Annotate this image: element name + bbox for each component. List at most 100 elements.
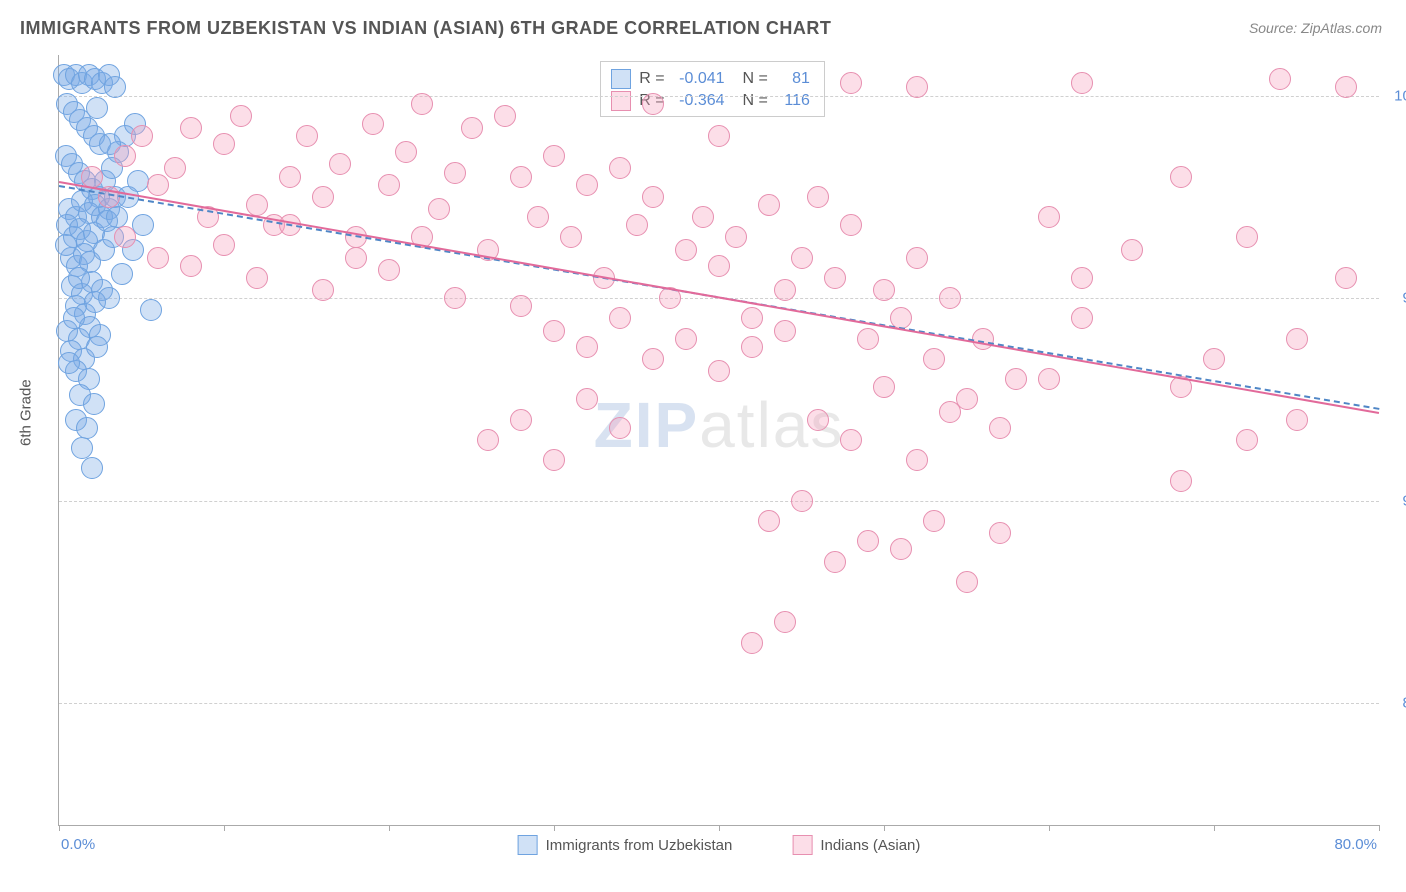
scatter-point <box>213 234 235 256</box>
y-tick-label: 85.0% <box>1402 695 1406 712</box>
x-tick <box>554 825 555 831</box>
y-tick-label: 100.0% <box>1394 87 1406 104</box>
scatter-point <box>840 214 862 236</box>
x-tick <box>1379 825 1380 831</box>
scatter-point <box>840 429 862 451</box>
scatter-point <box>725 226 747 248</box>
n-value: 116 <box>776 90 810 112</box>
scatter-point <box>362 113 384 135</box>
scatter-point <box>98 287 120 309</box>
scatter-point <box>312 186 334 208</box>
x-axis-max-label: 80.0% <box>1334 836 1377 853</box>
scatter-point <box>906 76 928 98</box>
scatter-point <box>708 125 730 147</box>
n-value: 81 <box>776 68 810 90</box>
legend-swatch <box>792 835 812 855</box>
gridline <box>59 96 1379 97</box>
gridline <box>59 703 1379 704</box>
scatter-point <box>63 307 85 329</box>
scatter-point <box>758 194 780 216</box>
scatter-point <box>58 352 80 374</box>
scatter-point <box>543 320 565 342</box>
scatter-point <box>246 267 268 289</box>
scatter-point <box>411 93 433 115</box>
scatter-point <box>609 417 631 439</box>
scatter-point <box>857 328 879 350</box>
scatter-point <box>824 551 846 573</box>
scatter-point <box>527 206 549 228</box>
scatter-point <box>140 299 162 321</box>
scatter-point <box>626 214 648 236</box>
correlation-legend: R =-0.041N =81R =-0.364N =116 <box>600 61 825 117</box>
scatter-point <box>180 255 202 277</box>
scatter-point <box>675 239 697 261</box>
scatter-point <box>71 437 93 459</box>
scatter-point <box>576 174 598 196</box>
scatter-point <box>147 174 169 196</box>
scatter-point <box>81 166 103 188</box>
scatter-point <box>1203 348 1225 370</box>
n-label: N = <box>743 68 768 90</box>
x-tick <box>224 825 225 831</box>
r-label: R = <box>639 68 664 90</box>
scatter-point <box>824 267 846 289</box>
x-tick <box>719 825 720 831</box>
scatter-point <box>510 409 532 431</box>
scatter-point <box>329 153 351 175</box>
scatter-point <box>114 145 136 167</box>
y-tick-label: 95.0% <box>1402 290 1406 307</box>
scatter-point <box>741 632 763 654</box>
scatter-point <box>395 141 417 163</box>
scatter-point <box>461 117 483 139</box>
scatter-point <box>279 166 301 188</box>
scatter-point <box>840 72 862 94</box>
scatter-point <box>708 360 730 382</box>
scatter-point <box>86 336 108 358</box>
scatter-point <box>609 307 631 329</box>
scatter-point <box>758 510 780 532</box>
scatter-point <box>68 267 90 289</box>
chart-title: IMMIGRANTS FROM UZBEKISTAN VS INDIAN (AS… <box>20 18 831 39</box>
legend-swatch <box>611 91 631 111</box>
y-axis-title: 6th Grade <box>18 379 35 446</box>
scatter-point <box>345 247 367 269</box>
scatter-point <box>1005 368 1027 390</box>
scatter-point <box>1038 368 1060 390</box>
legend-label: Indians (Asian) <box>820 837 920 854</box>
scatter-point <box>972 328 994 350</box>
scatter-point <box>230 105 252 127</box>
scatter-point <box>1269 68 1291 90</box>
scatter-point <box>576 336 598 358</box>
scatter-point <box>1236 429 1258 451</box>
x-tick <box>884 825 885 831</box>
scatter-point <box>774 611 796 633</box>
x-tick <box>1049 825 1050 831</box>
scatter-point <box>1286 409 1308 431</box>
scatter-point <box>444 287 466 309</box>
scatter-point <box>1170 166 1192 188</box>
scatter-point <box>560 226 582 248</box>
scatter-point <box>1071 307 1093 329</box>
scatter-point <box>1170 470 1192 492</box>
scatter-point <box>642 186 664 208</box>
legend-row: R =-0.364N =116 <box>611 90 810 112</box>
scatter-point <box>609 157 631 179</box>
scatter-point <box>312 279 334 301</box>
scatter-point <box>106 206 128 228</box>
scatter-point <box>1071 267 1093 289</box>
scatter-point <box>923 348 945 370</box>
scatter-point <box>543 449 565 471</box>
scatter-point <box>131 125 153 147</box>
scatter-point <box>642 93 664 115</box>
scatter-point <box>1121 239 1143 261</box>
legend-item: Indians (Asian) <box>792 835 920 855</box>
scatter-point <box>1038 206 1060 228</box>
legend-swatch <box>611 69 631 89</box>
scatter-point <box>857 530 879 552</box>
legend-label: Immigrants from Uzbekistan <box>546 837 733 854</box>
scatter-point <box>791 490 813 512</box>
scatter-point <box>576 388 598 410</box>
scatter-point <box>741 307 763 329</box>
scatter-point <box>104 76 126 98</box>
scatter-point <box>774 320 796 342</box>
